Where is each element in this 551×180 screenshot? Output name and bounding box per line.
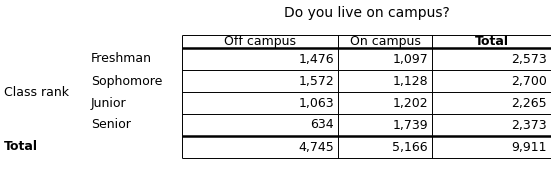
Text: Junior: Junior xyxy=(91,96,127,109)
Text: Do you live on campus?: Do you live on campus? xyxy=(284,6,450,20)
Text: 9,911: 9,911 xyxy=(511,141,547,154)
Text: 1,202: 1,202 xyxy=(392,96,428,109)
Text: 4,745: 4,745 xyxy=(298,141,334,154)
Text: 1,572: 1,572 xyxy=(298,75,334,87)
Text: 5,166: 5,166 xyxy=(392,141,428,154)
Text: 2,700: 2,700 xyxy=(511,75,547,87)
Text: On campus: On campus xyxy=(349,35,420,48)
Text: Senior: Senior xyxy=(91,118,131,132)
Text: 2,265: 2,265 xyxy=(511,96,547,109)
Text: 1,128: 1,128 xyxy=(392,75,428,87)
Text: Class rank: Class rank xyxy=(4,86,69,98)
Text: 1,739: 1,739 xyxy=(392,118,428,132)
Text: 1,063: 1,063 xyxy=(299,96,334,109)
Text: 2,373: 2,373 xyxy=(511,118,547,132)
Text: 1,476: 1,476 xyxy=(299,53,334,66)
Text: Freshman: Freshman xyxy=(91,53,152,66)
Text: 2,573: 2,573 xyxy=(511,53,547,66)
Text: Total: Total xyxy=(4,141,38,154)
Text: 1,097: 1,097 xyxy=(392,53,428,66)
Text: Sophomore: Sophomore xyxy=(91,75,163,87)
Text: Off campus: Off campus xyxy=(224,35,296,48)
Text: 634: 634 xyxy=(310,118,334,132)
Text: Total: Total xyxy=(474,35,509,48)
